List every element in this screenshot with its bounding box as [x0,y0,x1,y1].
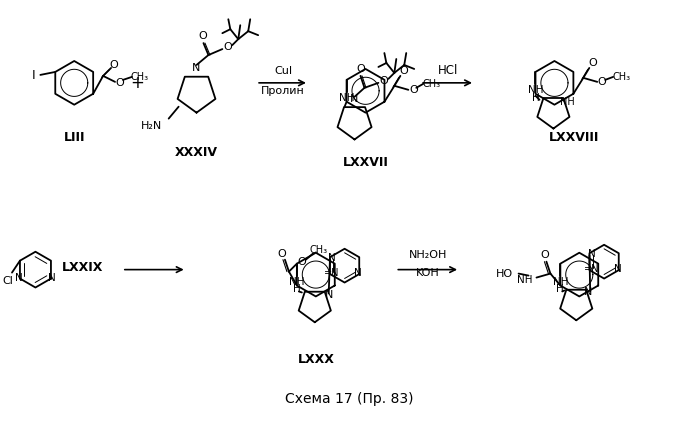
Text: LXXVII: LXXVII [343,156,389,169]
Text: CuI: CuI [274,66,292,76]
Text: LXXVIII: LXXVIII [549,131,600,144]
Text: I: I [31,69,35,82]
Text: N: N [588,249,596,259]
Text: N: N [584,288,592,297]
Text: HCl: HCl [438,64,459,77]
Text: Схема 17 (Пр. 83): Схема 17 (Пр. 83) [285,392,414,406]
Text: LXXX: LXXX [297,352,334,365]
Text: N: N [328,253,336,263]
Text: O: O [278,249,287,259]
Text: O: O [298,257,306,266]
Text: O: O [223,42,231,52]
Text: LXXIX: LXXIX [62,261,103,274]
Text: N: N [15,272,23,283]
Text: N: N [350,94,359,104]
Text: CH₃: CH₃ [131,72,149,82]
Text: O: O [409,85,418,95]
Text: NH: NH [289,277,305,286]
Text: H: H [556,285,564,294]
Text: O: O [588,58,597,68]
Text: KOH: KOH [417,268,440,277]
Text: O: O [115,78,124,88]
Text: HO: HO [496,269,513,279]
Text: O: O [540,250,549,260]
Text: NH: NH [517,275,533,285]
Text: Cl: Cl [3,275,13,286]
Text: LIII: LIII [64,131,85,144]
Text: N: N [354,268,362,278]
Text: CH₃: CH₃ [310,245,328,255]
Text: NH: NH [553,277,568,286]
Text: N: N [614,264,621,274]
Text: H: H [532,93,540,103]
Text: O: O [379,76,388,86]
Text: +: + [130,74,144,92]
Text: O: O [356,64,365,74]
Text: NH: NH [528,85,543,95]
Text: =N: =N [324,268,340,278]
Text: H: H [293,285,301,294]
Text: NH: NH [339,93,354,103]
Text: N: N [192,63,201,73]
Text: N: N [48,272,56,283]
Text: O: O [399,66,408,76]
Text: O: O [110,60,118,70]
Text: CH₃: CH₃ [422,79,440,89]
Text: NH: NH [560,97,575,107]
Text: =N: =N [584,264,599,274]
Text: CH₃: CH₃ [612,72,630,82]
Text: NH₂OH: NH₂OH [409,250,447,260]
Text: O: O [598,77,607,87]
Text: XXXIV: XXXIV [175,146,218,159]
Text: H₂N: H₂N [140,121,161,131]
Text: N: N [324,291,333,300]
Text: O: O [198,31,207,41]
Text: Пролин: Пролин [261,86,305,96]
